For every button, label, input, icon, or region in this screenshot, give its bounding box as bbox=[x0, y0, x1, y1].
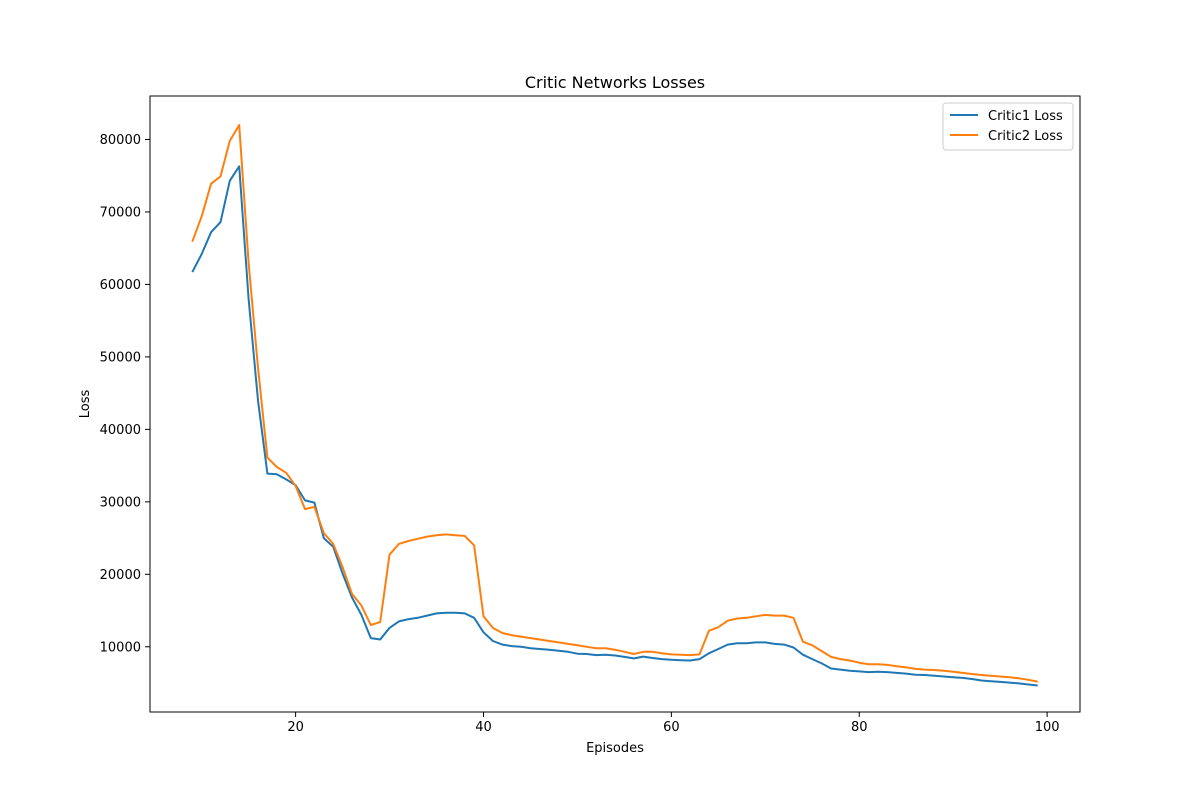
plot-area bbox=[150, 96, 1080, 712]
series-line-critic2-loss bbox=[191, 124, 1038, 683]
x-axis-label: Episodes bbox=[586, 741, 644, 756]
legend-label-critic2: Critic2 Loss bbox=[988, 129, 1063, 144]
legend-label-critic1: Critic1 Loss bbox=[988, 109, 1063, 124]
x-tick-label: 20 bbox=[287, 720, 304, 735]
y-tick-label: 70000 bbox=[100, 205, 141, 220]
x-tick-label: 100 bbox=[1035, 720, 1060, 735]
series-line-critic1-loss bbox=[191, 165, 1038, 687]
y-tick-label: 20000 bbox=[100, 568, 141, 583]
legend: Critic1 Loss Critic2 Loss bbox=[942, 102, 1074, 151]
axis-ticks: 20 40 60 80 100 10000 20000 30000 40000 50000 6000… bbox=[100, 133, 1060, 735]
plot-frame bbox=[149, 95, 1081, 713]
y-tick-label: 80000 bbox=[100, 133, 141, 148]
y-tick-label: 30000 bbox=[100, 495, 141, 510]
y-tick-label: 40000 bbox=[100, 423, 141, 438]
chart-title: Critic Networks Losses bbox=[525, 73, 705, 92]
x-tick-label: 40 bbox=[475, 720, 492, 735]
y-axis-label: Loss bbox=[78, 390, 93, 419]
x-tick-label: 60 bbox=[663, 720, 680, 735]
y-tick-label: 50000 bbox=[100, 350, 141, 365]
y-tick-label: 60000 bbox=[100, 278, 141, 293]
y-tick-label: 10000 bbox=[100, 640, 141, 655]
x-tick-label: 80 bbox=[851, 720, 868, 735]
series-lines bbox=[191, 124, 1038, 687]
